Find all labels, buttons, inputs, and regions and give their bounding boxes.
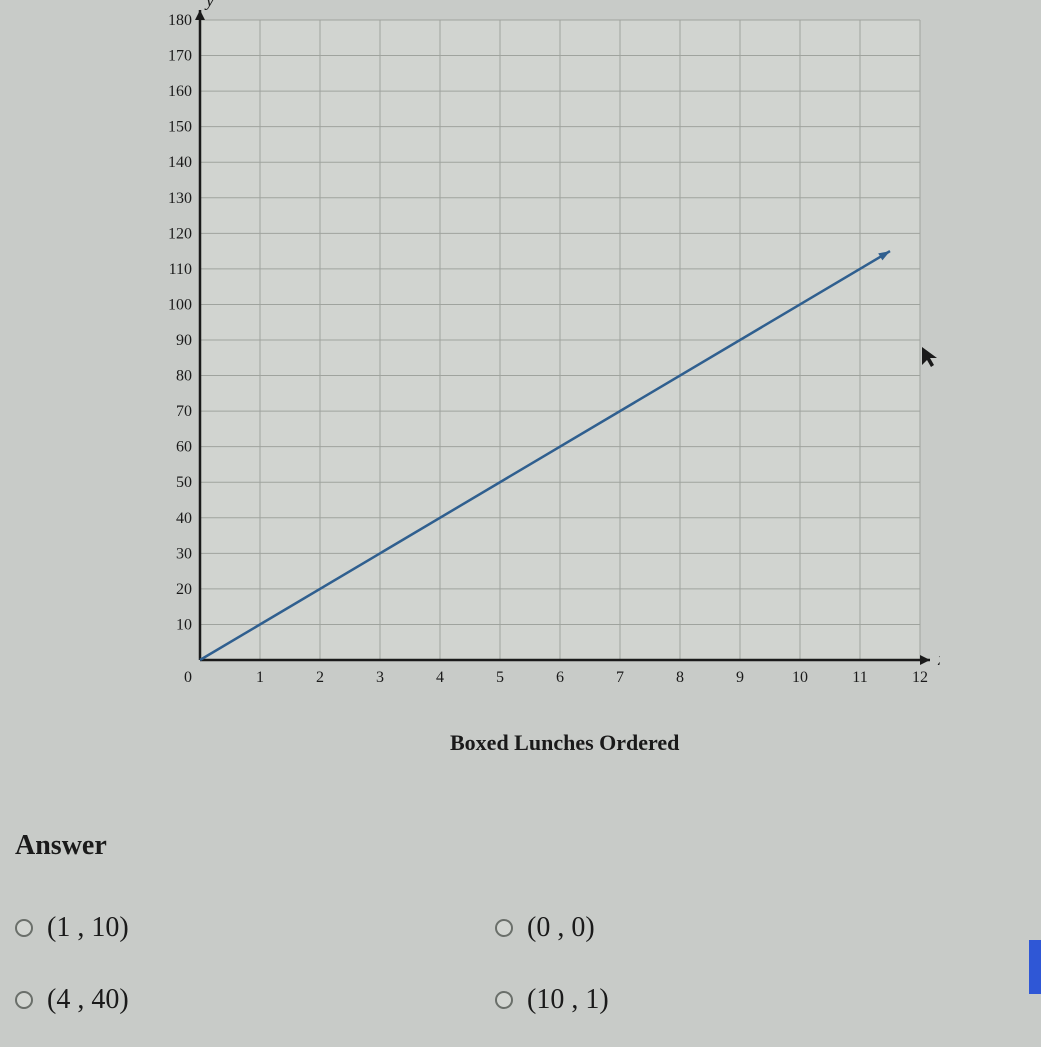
svg-text:50: 50 (176, 474, 192, 491)
svg-text:130: 130 (168, 190, 192, 207)
svg-text:12: 12 (912, 669, 928, 686)
svg-text:11: 11 (852, 669, 867, 686)
option-label: (1 , 10) (47, 912, 129, 944)
svg-text:10: 10 (792, 669, 808, 686)
svg-text:170: 170 (168, 48, 192, 65)
answer-heading: Answer (10, 830, 1041, 862)
radio-icon (15, 919, 33, 937)
svg-text:y: y (204, 0, 214, 10)
svg-text:90: 90 (176, 332, 192, 349)
option-label: (10 , 1) (527, 984, 609, 1016)
svg-text:110: 110 (169, 261, 192, 278)
svg-text:5: 5 (496, 669, 504, 686)
options-grid: (1 , 10) (0 , 0) (4 , 40) (10 , 1) (10, 912, 1041, 1016)
radio-icon (495, 991, 513, 1009)
svg-text:80: 80 (176, 368, 192, 385)
x-axis-label: Boxed Lunches Ordered (450, 730, 679, 756)
option-1-10[interactable]: (1 , 10) (15, 912, 495, 944)
svg-text:3: 3 (376, 669, 384, 686)
svg-text:1: 1 (256, 669, 264, 686)
svg-text:0: 0 (184, 669, 192, 686)
radio-icon (15, 991, 33, 1009)
answer-section: Answer (1 , 10) (0 , 0) (4 , 40) (10 , 1… (0, 830, 1041, 1016)
option-label: (0 , 0) (527, 912, 595, 944)
radio-icon (495, 919, 513, 937)
svg-text:180: 180 (168, 12, 192, 29)
svg-text:2: 2 (316, 669, 324, 686)
svg-text:150: 150 (168, 119, 192, 136)
option-label: (4 , 40) (47, 984, 129, 1016)
submit-button[interactable] (1029, 940, 1041, 994)
svg-text:160: 160 (168, 83, 192, 100)
svg-text:7: 7 (616, 669, 624, 686)
svg-text:60: 60 (176, 439, 192, 456)
option-0-0[interactable]: (0 , 0) (495, 912, 975, 944)
svg-text:70: 70 (176, 403, 192, 420)
chart-area: Total Cost (in dollars) Boxed Lunches Or… (120, 0, 940, 760)
svg-text:8: 8 (676, 669, 684, 686)
svg-text:30: 30 (176, 545, 192, 562)
option-4-40[interactable]: (4 , 40) (15, 984, 495, 1016)
svg-text:9: 9 (736, 669, 744, 686)
svg-text:20: 20 (176, 581, 192, 598)
svg-text:40: 40 (176, 510, 192, 527)
option-10-1[interactable]: (10 , 1) (495, 984, 975, 1016)
svg-text:4: 4 (436, 669, 444, 686)
line-chart: xy01234567891011121020304050607080901001… (120, 0, 940, 720)
svg-text:x: x (937, 649, 940, 669)
svg-text:140: 140 (168, 154, 192, 171)
svg-text:6: 6 (556, 669, 564, 686)
svg-text:10: 10 (176, 616, 192, 633)
svg-text:100: 100 (168, 296, 192, 313)
svg-text:120: 120 (168, 225, 192, 242)
